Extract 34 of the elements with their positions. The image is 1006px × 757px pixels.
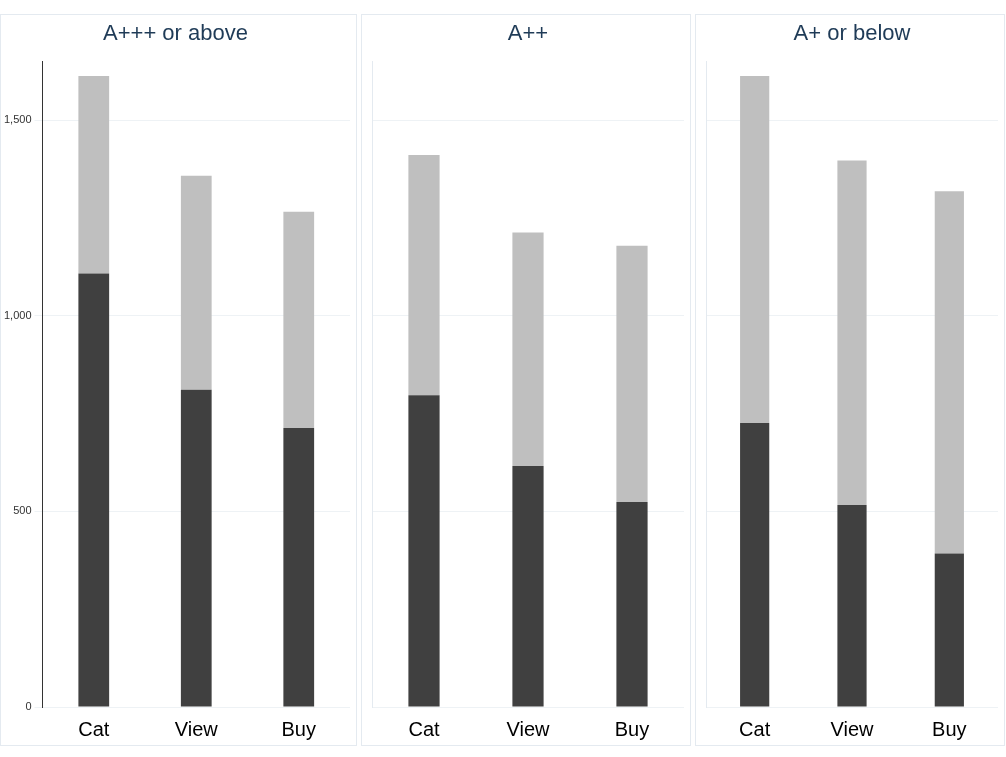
x-tick-label: Cat: [408, 717, 440, 740]
bar: [740, 422, 770, 707]
bar: [740, 75, 770, 423]
bar: [283, 211, 315, 429]
chart-title: A++: [507, 20, 549, 46]
x-tick-label: View: [830, 717, 875, 740]
x-tick-label: Cat: [739, 717, 771, 740]
bar: [408, 154, 440, 396]
x-tick-label: Buy: [281, 717, 316, 740]
bar: [408, 395, 440, 707]
bar: [180, 175, 212, 390]
bar: [837, 160, 867, 506]
bar: [180, 389, 212, 707]
bar: [78, 273, 110, 707]
x-tick-label: View: [506, 717, 551, 740]
bar: [512, 232, 544, 466]
bar: [512, 465, 544, 707]
bar: [283, 428, 315, 707]
x-tick-label: View: [174, 717, 219, 740]
bar: [616, 501, 648, 707]
y-tick-label: 1,500: [4, 113, 32, 126]
bar: [934, 553, 964, 707]
bar: [837, 505, 867, 707]
x-tick-label: Buy: [932, 717, 967, 740]
bar: [616, 245, 648, 502]
y-tick-label: 1,000: [4, 308, 32, 321]
y-tick-label: 0: [25, 700, 32, 713]
chart-title: A+++ or above: [103, 20, 248, 46]
bar: [934, 191, 964, 554]
y-tick-label: 500: [13, 504, 32, 517]
bar: [78, 75, 110, 274]
chart-title: A+ or below: [793, 20, 911, 46]
x-tick-label: Cat: [78, 717, 110, 740]
x-tick-label: Buy: [614, 717, 650, 740]
